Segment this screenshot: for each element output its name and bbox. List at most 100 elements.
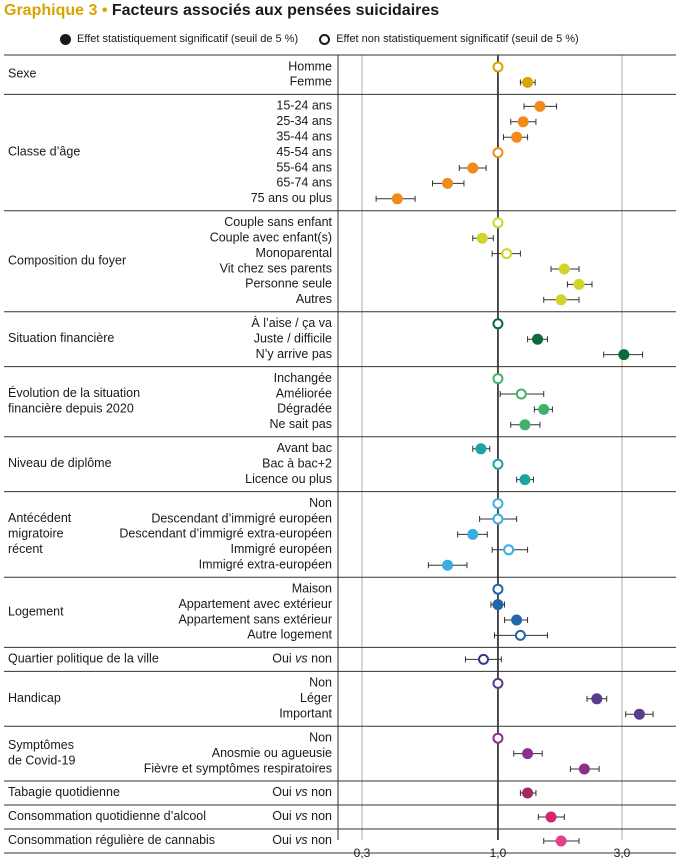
point-significant: [467, 162, 479, 174]
point-significant: [578, 763, 590, 775]
row-label: Couple sans enfant: [224, 215, 332, 229]
row-label: Juste / difficile: [254, 331, 332, 345]
row-label: Oui vs non: [272, 833, 332, 847]
group-label-sexe: Sexe: [8, 67, 37, 81]
group-label-quartier-politique-de-la-ville: Quartier politique de la ville: [8, 652, 159, 666]
group-label-evolution-de-la-situation-financiere-depuis-2020: Évolution de la situation financière depu…: [8, 385, 140, 416]
row-label: Licence ou plus: [245, 472, 332, 486]
row-label: Fièvre et symptômes respiratoires: [144, 761, 332, 775]
point-significant: [538, 403, 550, 415]
legend-item-significant: Effet statistiquement significatif (seui…: [60, 33, 298, 45]
row-label: 55-64 ans: [276, 160, 332, 174]
row-label: Améliorée: [276, 386, 332, 400]
title-separator: •: [101, 2, 108, 19]
row-label: Oui vs non: [272, 809, 332, 823]
row-label: Non: [309, 676, 332, 690]
point-significant: [467, 528, 479, 540]
legend: Effet statistiquement significatif (seui…: [60, 33, 597, 48]
point-significant: [555, 835, 567, 847]
point-not-significant: [492, 61, 504, 73]
row-label: Oui vs non: [272, 652, 332, 666]
row-label: Personne seule: [245, 277, 332, 291]
row-label: Femme: [290, 75, 332, 89]
point-significant: [511, 131, 523, 143]
point-significant: [545, 811, 557, 823]
row-label: Autre logement: [247, 628, 332, 642]
point-not-significant: [492, 458, 504, 470]
point-significant: [555, 294, 567, 306]
row-label: Immigré extra-européen: [199, 557, 332, 571]
row-label: 45-54 ans: [276, 145, 332, 159]
row-label: Monoparental: [256, 246, 332, 260]
point-not-significant: [492, 513, 504, 525]
point-significant: [618, 349, 630, 361]
point-not-significant: [492, 217, 504, 229]
chart-title: Graphique 3 • Facteurs associés aux pens…: [4, 2, 439, 20]
row-label: Ne sait pas: [269, 417, 332, 431]
figure-number: Graphique 3: [4, 2, 98, 19]
point-not-significant: [492, 732, 504, 744]
group-label-consommation-quotidienne-d-alcool: Consommation quotidienne d’alcool: [8, 809, 206, 823]
row-label: 15-24 ans: [276, 99, 332, 113]
point-significant: [558, 263, 570, 275]
point-not-significant: [501, 248, 513, 260]
x-tick-label: 3,0: [614, 846, 631, 860]
row-label: 65-74 ans: [276, 176, 332, 190]
row-label: Immigré européen: [231, 542, 332, 556]
point-significant: [391, 193, 403, 205]
row-label: Important: [279, 706, 332, 720]
row-label: Autres: [296, 292, 332, 306]
row-label: Descendant d’immigré européen: [151, 511, 332, 525]
row-label: Vit chez ses parents: [220, 261, 332, 275]
x-tick-label: 1,0: [490, 846, 507, 860]
row-label: Léger: [300, 691, 332, 705]
point-significant: [475, 443, 487, 455]
legend-label-significant: Effet statistiquement significatif (seui…: [77, 33, 299, 45]
point-not-significant: [492, 498, 504, 510]
row-label: Appartement sans extérieur: [178, 612, 332, 626]
point-significant: [532, 333, 544, 345]
point-significant: [519, 419, 531, 431]
point-not-significant: [478, 653, 490, 665]
point-significant: [633, 708, 645, 720]
row-label: Non: [309, 730, 332, 744]
row-label: Avant bac: [277, 441, 332, 455]
row-label: 35-44 ans: [276, 129, 332, 143]
point-significant: [522, 748, 534, 760]
point-significant: [522, 787, 534, 799]
row-label: Inchangée: [274, 371, 332, 385]
row-label: 25-34 ans: [276, 114, 332, 128]
row-label: Couple avec enfant(s): [210, 230, 332, 244]
point-not-significant: [514, 629, 526, 641]
row-label: Homme: [288, 59, 332, 73]
group-label-composition-du-foyer: Composition du foyer: [8, 254, 126, 268]
row-label: Non: [309, 496, 332, 510]
group-label-niveau-de-diplome: Niveau de diplôme: [8, 456, 112, 470]
x-tick-label: 0,3: [354, 846, 371, 860]
row-label: 75 ans ou plus: [251, 191, 332, 205]
group-label-consommation-reguliere-de-cannabis: Consommation régulière de cannabis: [8, 833, 215, 847]
row-label: Maison: [292, 581, 332, 595]
point-not-significant: [492, 147, 504, 159]
group-label-tabagie-quotidienne: Tabagie quotidienne: [8, 785, 120, 799]
row-label: Appartement avec extérieur: [178, 597, 332, 611]
point-significant: [534, 100, 546, 112]
group-label-classe-d-age: Classe d’âge: [8, 145, 80, 159]
legend-item-not-significant: Effet non statistiquement significatif (…: [319, 33, 579, 45]
point-not-significant: [492, 373, 504, 385]
row-label: Bac à bac+2: [262, 456, 332, 470]
point-significant: [517, 116, 529, 128]
point-significant: [511, 614, 523, 626]
group-label-symptomes-de-covid-19: Symptômes de Covid-19: [8, 738, 75, 768]
point-significant: [442, 177, 454, 189]
point-significant: [522, 76, 534, 88]
row-label: Dégradée: [277, 402, 332, 416]
group-label-logement: Logement: [8, 605, 64, 619]
row-label: Descendant d’immigré extra-européen: [119, 527, 332, 541]
filled-circle-icon: [60, 33, 71, 45]
row-label: N’y arrive pas: [256, 347, 332, 361]
legend-label-not-significant: Effet non statistiquement significatif (…: [336, 33, 579, 45]
point-not-significant: [492, 677, 504, 689]
point-significant: [573, 278, 585, 290]
